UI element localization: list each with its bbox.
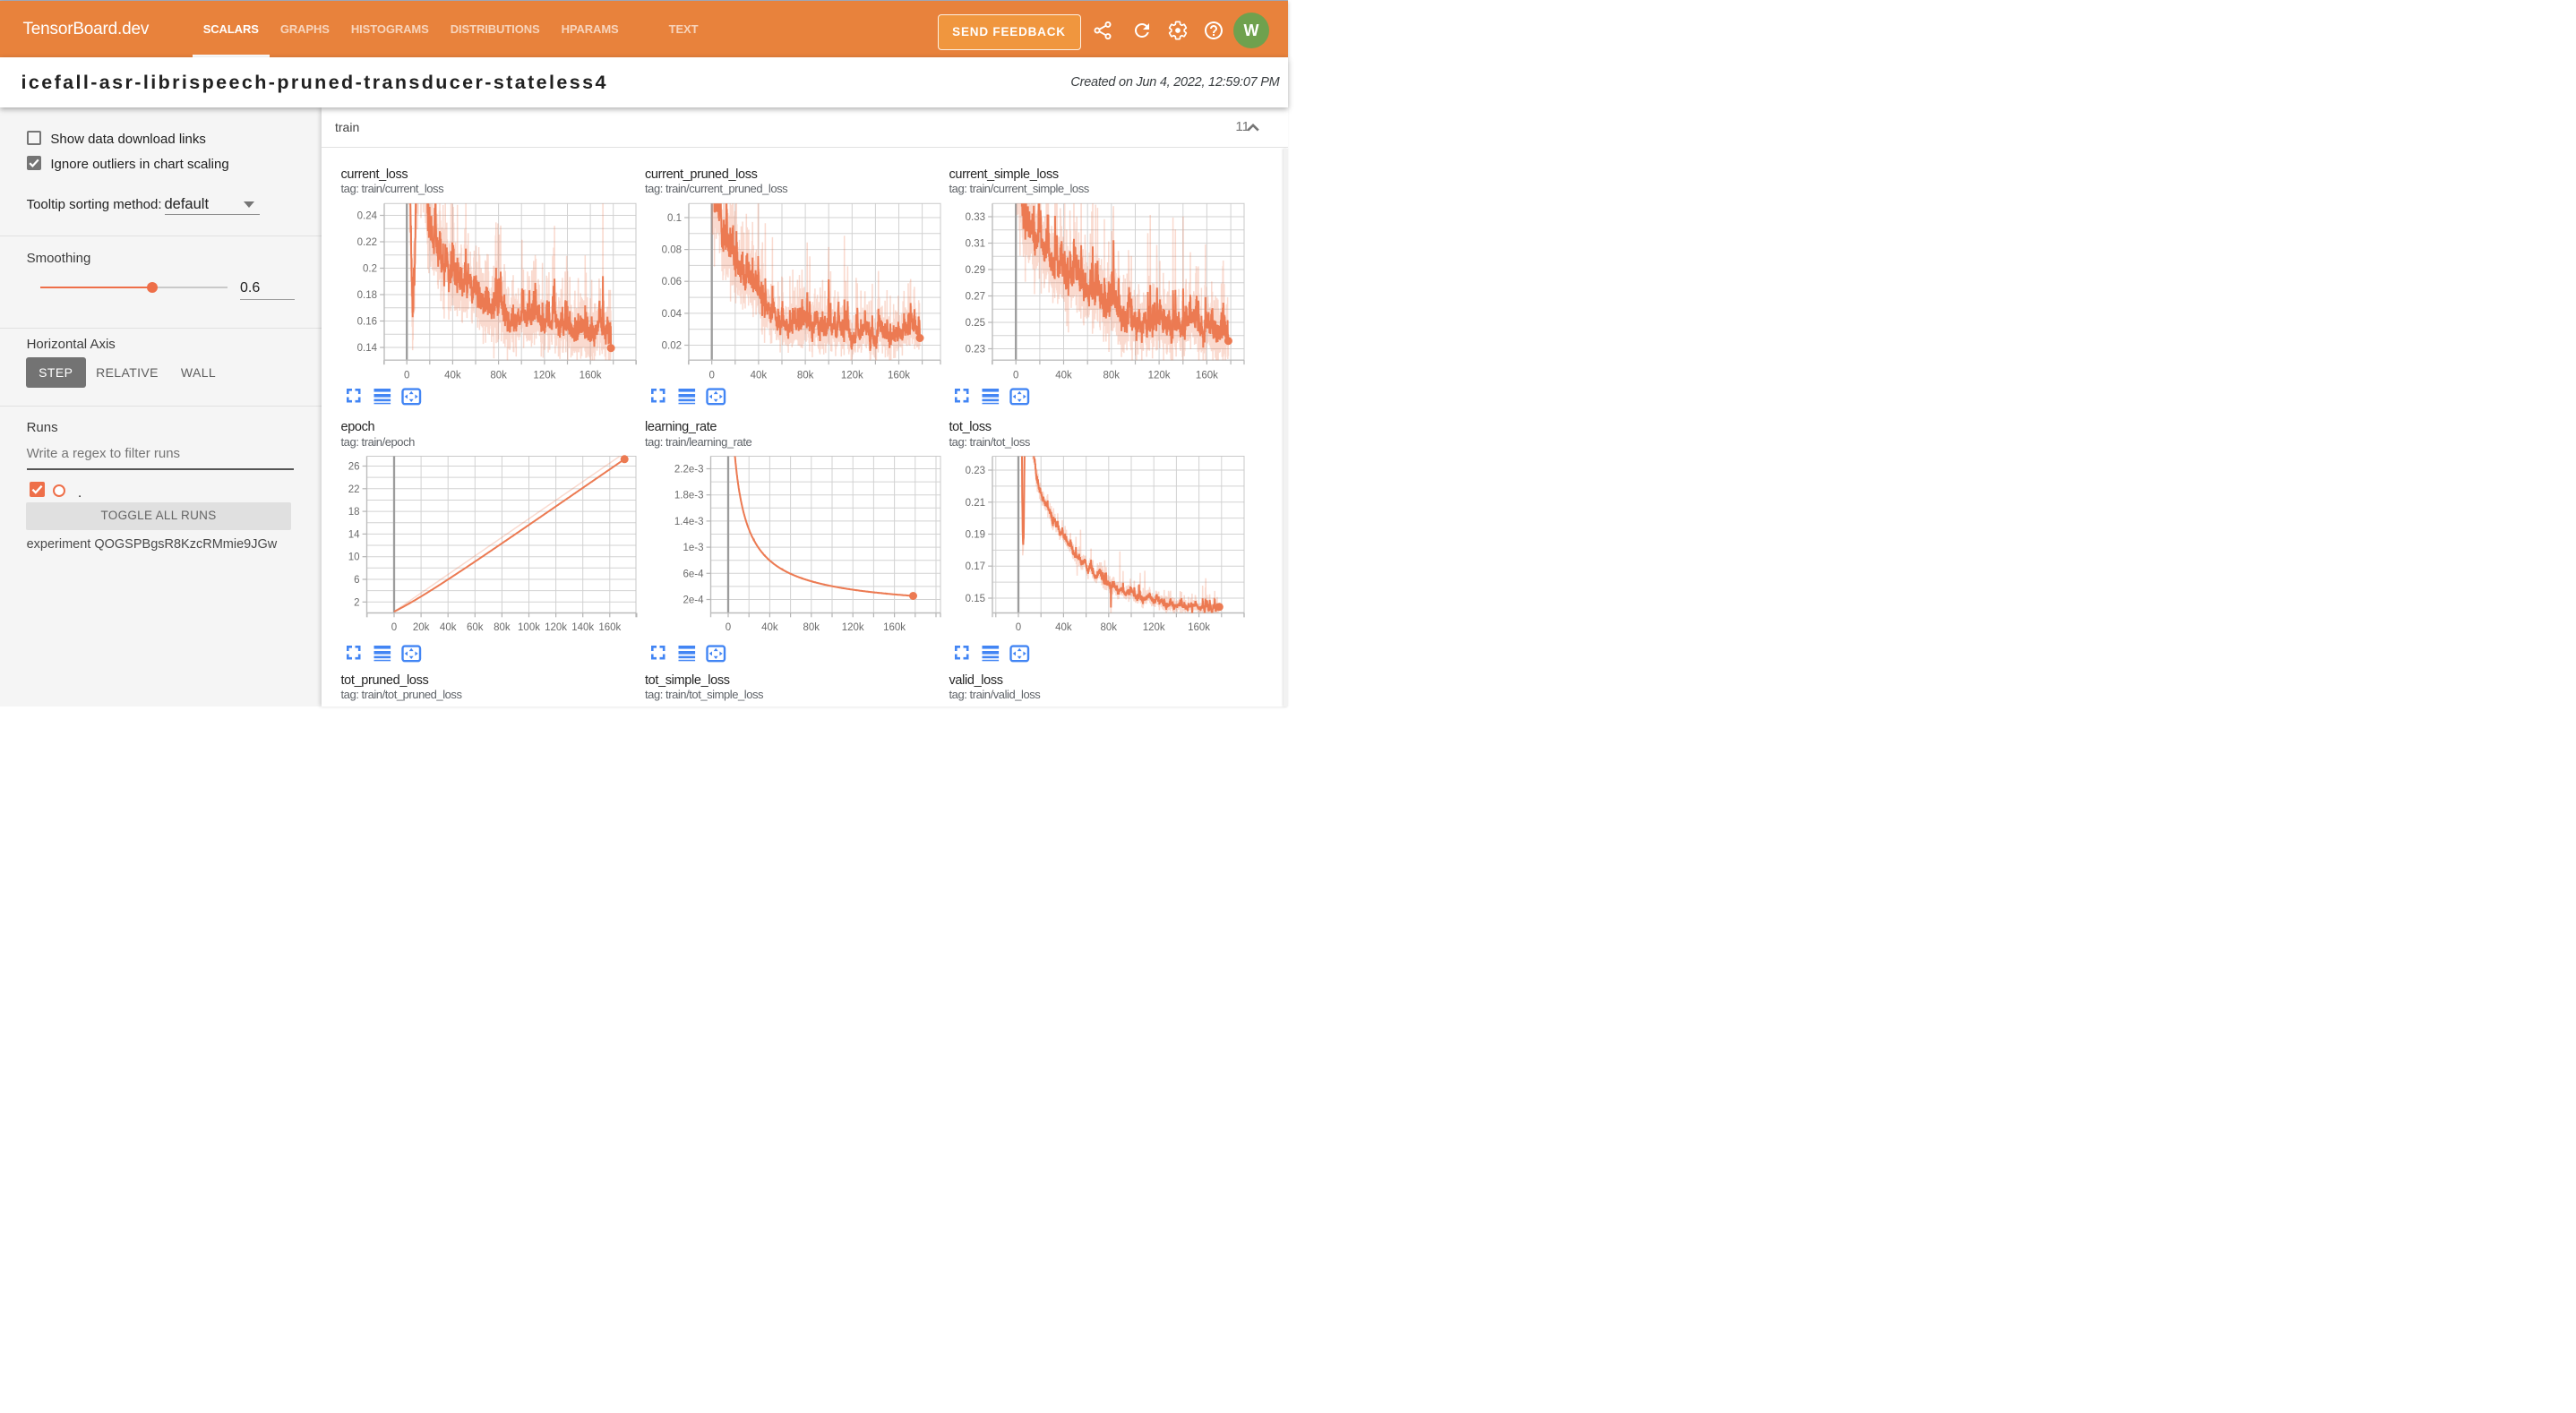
svg-text:160k: 160k — [883, 622, 906, 633]
svg-text:80k: 80k — [494, 622, 511, 633]
svg-text:0.29: 0.29 — [966, 265, 985, 276]
svg-text:0: 0 — [708, 371, 714, 381]
svg-text:80k: 80k — [1101, 622, 1118, 633]
svg-text:1.8e-3: 1.8e-3 — [674, 491, 703, 501]
svg-text:0.27: 0.27 — [966, 292, 985, 303]
svg-text:0.06: 0.06 — [661, 277, 681, 287]
svg-text:2e-4: 2e-4 — [683, 595, 704, 606]
svg-text:80k: 80k — [1103, 371, 1121, 381]
svg-text:18: 18 — [348, 507, 360, 518]
svg-text:160k: 160k — [888, 371, 910, 381]
svg-text:0.23: 0.23 — [966, 466, 985, 476]
svg-text:120k: 120k — [545, 622, 567, 633]
svg-text:26: 26 — [348, 462, 360, 473]
svg-text:120k: 120k — [840, 371, 863, 381]
svg-text:0.2: 0.2 — [363, 264, 377, 275]
svg-text:0.08: 0.08 — [661, 245, 681, 256]
svg-text:0.17: 0.17 — [966, 561, 985, 572]
svg-text:0.19: 0.19 — [966, 530, 985, 541]
svg-text:0: 0 — [725, 622, 730, 633]
svg-text:1e-3: 1e-3 — [683, 543, 703, 553]
svg-text:60k: 60k — [467, 622, 484, 633]
svg-text:0: 0 — [391, 622, 397, 633]
svg-text:0.22: 0.22 — [357, 237, 377, 248]
svg-text:0.04: 0.04 — [661, 309, 682, 320]
svg-text:20k: 20k — [413, 622, 430, 633]
svg-text:0.18: 0.18 — [357, 290, 377, 301]
svg-text:160k: 160k — [598, 622, 621, 633]
svg-text:10: 10 — [348, 552, 360, 563]
svg-text:6: 6 — [354, 575, 359, 586]
svg-text:0.1: 0.1 — [667, 213, 682, 224]
svg-text:1.4e-3: 1.4e-3 — [674, 517, 703, 527]
svg-text:40k: 40k — [761, 622, 778, 633]
svg-text:0: 0 — [1016, 622, 1021, 633]
svg-text:22: 22 — [348, 484, 360, 495]
svg-text:0.02: 0.02 — [661, 341, 681, 352]
svg-text:160k: 160k — [1196, 371, 1218, 381]
svg-text:14: 14 — [348, 529, 360, 540]
svg-text:140k: 140k — [571, 622, 594, 633]
svg-text:0: 0 — [404, 371, 409, 381]
svg-text:120k: 120k — [533, 371, 555, 381]
svg-text:40k: 40k — [750, 371, 767, 381]
svg-text:0.14: 0.14 — [357, 343, 378, 354]
svg-text:0.31: 0.31 — [966, 239, 985, 250]
svg-text:120k: 120k — [1148, 371, 1171, 381]
svg-text:40k: 40k — [440, 622, 457, 633]
svg-text:100k: 100k — [518, 622, 540, 633]
svg-text:0.33: 0.33 — [966, 212, 985, 223]
svg-text:0.25: 0.25 — [966, 318, 985, 329]
svg-text:80k: 80k — [490, 371, 507, 381]
svg-text:0.16: 0.16 — [357, 317, 377, 328]
svg-text:2.2e-3: 2.2e-3 — [674, 465, 703, 475]
svg-text:0.24: 0.24 — [357, 211, 378, 222]
svg-text:0: 0 — [1013, 371, 1018, 381]
svg-text:120k: 120k — [1143, 622, 1165, 633]
svg-text:160k: 160k — [1188, 622, 1210, 633]
svg-text:0.15: 0.15 — [966, 594, 985, 604]
svg-text:40k: 40k — [1055, 622, 1072, 633]
svg-text:2: 2 — [354, 597, 359, 608]
svg-text:80k: 80k — [803, 622, 820, 633]
svg-text:120k: 120k — [841, 622, 863, 633]
svg-text:6e-4: 6e-4 — [683, 569, 704, 579]
svg-text:0.23: 0.23 — [966, 345, 985, 355]
svg-text:40k: 40k — [1055, 371, 1072, 381]
svg-text:80k: 80k — [796, 371, 813, 381]
svg-text:160k: 160k — [580, 371, 602, 381]
svg-text:0.21: 0.21 — [966, 498, 985, 509]
svg-text:40k: 40k — [444, 371, 461, 381]
